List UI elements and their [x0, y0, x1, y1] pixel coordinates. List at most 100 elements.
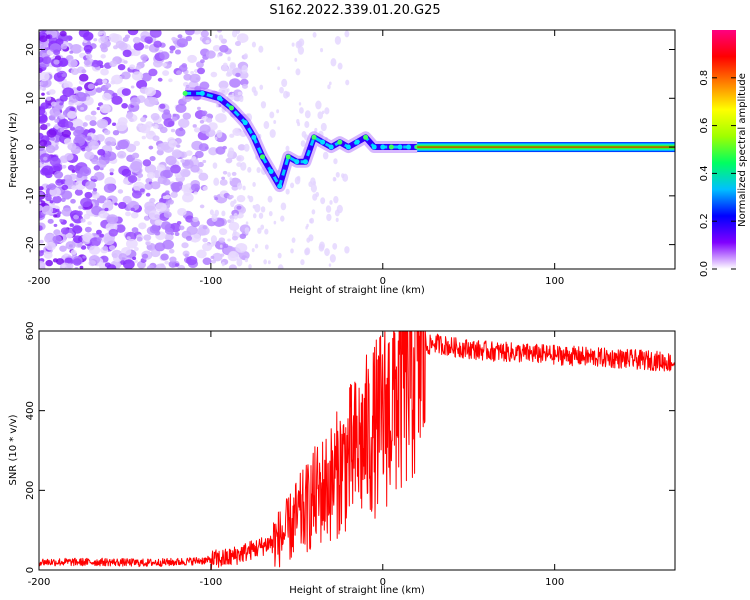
noise-blob — [61, 264, 66, 269]
noise-blob — [178, 64, 188, 72]
noise-blob — [39, 144, 45, 152]
ridge-point — [328, 144, 334, 150]
noise-blob — [102, 79, 108, 84]
noise-blob — [55, 38, 64, 46]
noise-blob — [280, 202, 287, 211]
noise-blob — [121, 103, 128, 109]
ridge-point — [294, 159, 300, 165]
noise-blob — [67, 58, 78, 68]
ridge-point — [397, 144, 403, 150]
noise-blob — [202, 237, 208, 243]
noise-blob — [260, 101, 267, 109]
noise-blob — [221, 176, 226, 180]
noise-blob — [280, 215, 285, 222]
ridge-point — [285, 154, 291, 160]
noise-blob — [277, 66, 280, 71]
noise-blob — [85, 135, 92, 141]
noise-blob — [180, 159, 186, 163]
noise-blob — [190, 71, 195, 75]
noise-blob — [39, 239, 44, 244]
noise-blob — [163, 211, 172, 218]
noise-blob — [242, 185, 246, 191]
noise-blob — [46, 96, 52, 101]
noise-blob — [136, 236, 143, 242]
noise-blob — [140, 54, 149, 61]
noise-blob — [300, 140, 306, 147]
colorbar-tick-label: 0.8 — [699, 70, 710, 86]
noise-blob — [324, 107, 330, 115]
noise-blob — [146, 171, 156, 179]
noise-blob — [236, 194, 246, 203]
noise-blob — [167, 199, 174, 205]
noise-blob — [216, 129, 223, 139]
noise-blob — [144, 44, 149, 49]
noise-blob — [39, 67, 43, 74]
noise-blob — [168, 248, 175, 254]
noise-blob — [80, 245, 87, 250]
noise-blob — [208, 147, 219, 156]
colorbar-title: Normalized spectral amplitude — [737, 73, 748, 227]
noise-blob — [39, 30, 47, 34]
noise-blob — [83, 44, 93, 53]
noise-blob — [122, 259, 135, 269]
noise-blob — [121, 88, 131, 96]
noise-blob — [277, 252, 282, 259]
noise-blob — [171, 116, 178, 122]
noise-blob — [329, 254, 336, 263]
noise-blob — [263, 259, 267, 265]
ridge-point — [229, 105, 235, 111]
spectrogram-x-tick-label: 100 — [545, 276, 564, 287]
noise-blob — [160, 263, 165, 267]
noise-blob — [53, 214, 58, 218]
snr-frame — [38, 330, 676, 571]
noise-blob — [82, 255, 86, 259]
snr-y-ticks: 0 200 400 600 — [25, 321, 675, 573]
noise-blob — [235, 72, 241, 78]
noise-blob — [117, 139, 129, 150]
noise-blob — [317, 111, 324, 120]
noise-blob — [152, 135, 160, 142]
noise-blob — [117, 150, 127, 159]
noise-blob — [155, 202, 167, 212]
noise-blob — [168, 260, 178, 268]
noise-blob — [281, 78, 288, 88]
noise-blob — [45, 259, 53, 267]
ridge-point — [354, 139, 360, 145]
noise-blob — [72, 235, 83, 244]
noise-blob — [112, 130, 120, 136]
noise-blob — [39, 260, 46, 269]
noise-blob — [118, 253, 128, 261]
noise-blob — [39, 56, 44, 63]
noise-blob — [69, 223, 74, 227]
spectral-noise-blobs — [39, 30, 350, 269]
noise-blob — [229, 133, 235, 138]
noise-blob — [227, 56, 231, 62]
noise-blob — [126, 238, 138, 249]
noise-blob — [344, 246, 350, 254]
noise-blob — [202, 242, 213, 252]
noise-blob — [40, 124, 48, 131]
noise-blob — [168, 78, 173, 83]
noise-blob — [301, 131, 307, 138]
noise-blob — [236, 182, 243, 190]
noise-blob — [39, 186, 44, 191]
noise-blob — [88, 140, 100, 150]
noise-blob — [111, 95, 123, 105]
noise-blob — [57, 211, 62, 215]
noise-blob — [135, 65, 142, 70]
noise-blob — [74, 126, 85, 135]
noise-blob — [98, 32, 103, 36]
noise-blob — [225, 157, 233, 164]
noise-blob — [196, 106, 201, 111]
ridge-point — [337, 139, 343, 145]
noise-blob — [221, 210, 226, 217]
noise-blob — [334, 209, 340, 217]
noise-blob — [48, 89, 56, 95]
noise-blob — [171, 149, 183, 158]
noise-blob — [146, 39, 152, 44]
noise-blob — [61, 184, 69, 191]
colorbar-tick-label: 0.2 — [699, 213, 710, 229]
noise-blob — [92, 188, 98, 192]
noise-blob — [248, 264, 252, 269]
noise-blob — [226, 88, 230, 93]
